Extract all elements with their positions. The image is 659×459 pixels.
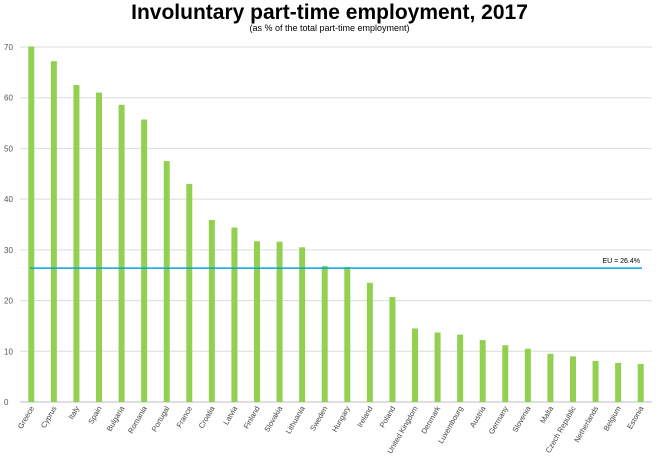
x-tick-label: Bulgaria xyxy=(105,404,127,433)
bar xyxy=(208,219,215,402)
x-tick-label: Germany xyxy=(487,404,510,435)
bar xyxy=(73,85,80,403)
bar xyxy=(592,360,599,402)
bar xyxy=(276,241,283,402)
y-tick-label: 10 xyxy=(4,347,13,356)
x-tick-label: Lithuania xyxy=(284,404,307,436)
bar xyxy=(434,332,441,402)
bar xyxy=(186,183,193,402)
x-tick-label: Sweden xyxy=(308,405,329,433)
y-axis-ticks: 0 10 20 30 40 50 60 70 xyxy=(4,43,13,407)
bar xyxy=(299,247,306,402)
bar xyxy=(615,362,622,402)
bar xyxy=(344,267,351,402)
x-tick-label: Cyprus xyxy=(39,404,59,429)
x-tick-label: Romania xyxy=(126,404,149,435)
x-axis-labels: Greece Cyprus Italy Spain Bulgaria Romania Por… xyxy=(16,404,646,455)
x-tick-label: Slovakia xyxy=(262,404,284,434)
y-tick-label: 60 xyxy=(4,94,13,103)
bar xyxy=(141,119,148,403)
bar xyxy=(547,353,554,402)
x-tick-label: Croatia xyxy=(197,404,217,430)
bar xyxy=(231,227,238,402)
x-tick-label: Denmark xyxy=(419,404,442,435)
bar xyxy=(570,356,576,402)
y-tick-label: 50 xyxy=(4,144,13,153)
y-tick-label: 0 xyxy=(4,398,9,407)
x-tick-label: Estonia xyxy=(625,404,646,431)
bar xyxy=(524,348,531,402)
bar xyxy=(389,297,396,402)
bars xyxy=(28,46,644,403)
bar xyxy=(163,161,170,402)
bar xyxy=(118,104,125,403)
gridlines xyxy=(20,46,652,403)
eu-average-reference: EU = 26.4% xyxy=(30,258,642,269)
bar xyxy=(412,328,418,402)
bar xyxy=(502,345,509,402)
y-tick-label: 20 xyxy=(4,297,13,306)
x-tick-label: Italy xyxy=(66,404,81,421)
x-tick-label: Greece xyxy=(16,405,36,431)
chart-title: Involuntary part-time employment, 2017 xyxy=(131,1,528,24)
x-tick-label: Malta xyxy=(538,404,555,425)
bar xyxy=(366,282,373,402)
x-tick-label: Belgium xyxy=(602,405,623,433)
bar xyxy=(254,241,260,402)
x-tick-label: Finland xyxy=(242,405,262,431)
x-tick-label: Portugal xyxy=(150,404,172,433)
x-tick-label: France xyxy=(175,405,194,430)
y-tick-label: 70 xyxy=(4,43,13,52)
x-tick-label: Poland xyxy=(378,405,397,430)
x-tick-label: Austria xyxy=(468,404,488,429)
bar xyxy=(457,334,464,402)
eu-average-label: EU = 26.4% xyxy=(602,258,640,265)
x-tick-label: Ireland xyxy=(355,405,374,429)
bar xyxy=(96,92,102,403)
x-tick-label: Spain xyxy=(86,405,103,426)
bar xyxy=(637,363,644,402)
bar xyxy=(479,340,486,402)
chart-subtitle: (as % of the total part-time employment) xyxy=(249,23,410,33)
bar xyxy=(28,46,35,402)
x-tick-label: Slovenia xyxy=(510,404,533,434)
bar xyxy=(321,266,328,402)
y-tick-label: 40 xyxy=(4,195,13,204)
bar xyxy=(50,61,57,402)
x-tick-label: Hungary xyxy=(330,404,352,433)
y-tick-label: 30 xyxy=(4,246,13,255)
x-tick-label: Latvia xyxy=(221,404,239,427)
